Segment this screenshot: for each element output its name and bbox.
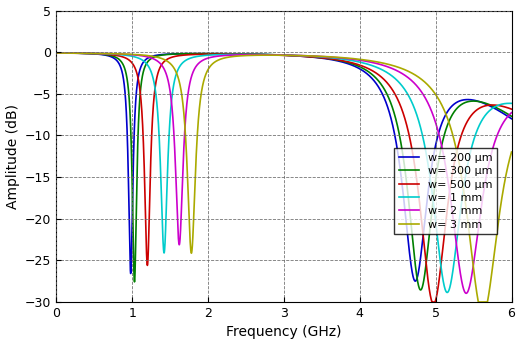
w= 300 μm — [53, 51, 59, 55]
Line: w= 2 mm: w= 2 mm — [56, 53, 512, 293]
w= 2 mm — [463, 291, 469, 295]
w= 500 μm — [415, 188, 421, 193]
w= 2 mm — [508, 111, 515, 115]
Line: w= 300 μm: w= 300 μm — [56, 53, 512, 290]
w= 500 μm — [508, 107, 515, 111]
w= 2 mm — [342, 56, 349, 60]
Line: w= 200 μm: w= 200 μm — [56, 53, 512, 281]
Y-axis label: Amplitude (dB): Amplitude (dB) — [6, 104, 20, 209]
w= 2 mm — [76, 51, 82, 55]
Line: w= 3 mm: w= 3 mm — [56, 53, 512, 302]
w= 200 μm — [391, 128, 397, 132]
w= 2 mm — [218, 54, 225, 58]
w= 500 μm — [322, 56, 329, 60]
w= 200 μm — [218, 52, 225, 56]
w= 200 μm — [415, 272, 421, 276]
w= 3 mm — [342, 56, 349, 60]
w= 2 mm — [53, 51, 59, 55]
w= 500 μm — [342, 59, 349, 63]
w= 1 mm — [342, 58, 349, 62]
w= 500 μm — [391, 90, 397, 94]
w= 300 μm — [342, 60, 349, 64]
w= 300 μm — [76, 51, 82, 55]
w= 300 μm — [508, 114, 515, 118]
w= 200 μm — [412, 279, 418, 283]
w= 1 mm — [415, 117, 421, 121]
w= 200 μm — [322, 57, 329, 61]
w= 200 μm — [76, 51, 82, 55]
w= 1 mm — [218, 52, 225, 57]
w= 200 μm — [508, 117, 515, 121]
w= 2 mm — [415, 85, 421, 89]
w= 200 μm — [53, 51, 59, 55]
w= 300 μm — [417, 288, 424, 292]
w= 3 mm — [475, 300, 481, 304]
w= 300 μm — [391, 110, 397, 114]
w= 200 μm — [342, 61, 349, 65]
w= 1 mm — [391, 75, 397, 79]
w= 2 mm — [391, 67, 397, 71]
w= 500 μm — [76, 51, 82, 55]
w= 500 μm — [429, 300, 435, 304]
w= 1 mm — [508, 101, 515, 106]
w= 3 mm — [391, 64, 397, 68]
w= 3 mm — [415, 75, 421, 79]
w= 3 mm — [508, 150, 515, 154]
w= 300 μm — [218, 52, 225, 56]
Legend: w= 200 μm, w= 300 μm, w= 500 μm, w= 1 mm, w= 2 mm, w= 3 mm: w= 200 μm, w= 300 μm, w= 500 μm, w= 1 mm… — [394, 148, 497, 234]
w= 1 mm — [76, 51, 82, 55]
w= 300 μm — [415, 282, 421, 286]
w= 3 mm — [53, 51, 59, 55]
w= 1 mm — [53, 51, 59, 55]
w= 500 μm — [53, 51, 59, 55]
w= 300 μm — [322, 56, 329, 60]
w= 3 mm — [218, 57, 225, 61]
w= 500 μm — [218, 52, 225, 56]
w= 3 mm — [76, 51, 82, 55]
w= 2 mm — [322, 55, 329, 59]
X-axis label: Frequency (GHz): Frequency (GHz) — [226, 325, 342, 339]
Line: w= 1 mm: w= 1 mm — [56, 53, 512, 293]
w= 1 mm — [322, 55, 329, 59]
w= 1 mm — [444, 290, 450, 295]
w= 3 mm — [322, 55, 329, 59]
Line: w= 500 μm: w= 500 μm — [56, 53, 512, 302]
